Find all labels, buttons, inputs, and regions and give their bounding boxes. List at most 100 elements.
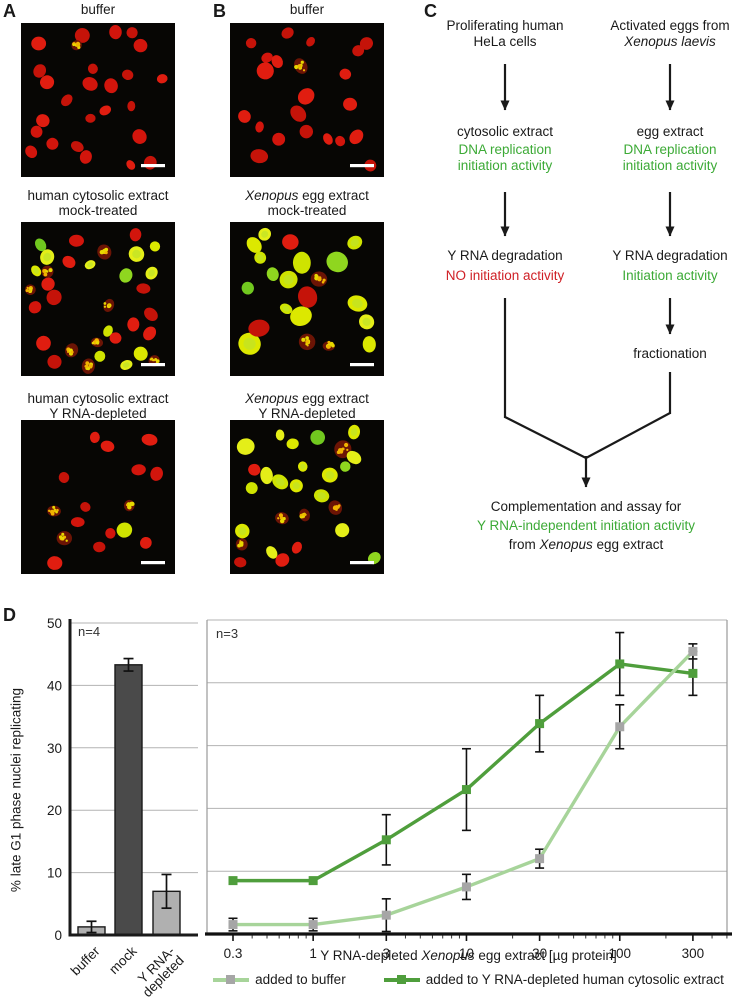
flow-right-extract: egg extract [636, 124, 704, 139]
svg-text:30: 30 [47, 741, 62, 756]
nucleus-green [340, 461, 351, 472]
nucleus-red [248, 463, 261, 476]
series-marker [688, 668, 698, 678]
x-tick-label: 10 [459, 946, 474, 961]
nucleus-red [93, 541, 106, 553]
nucleus-red [255, 121, 264, 133]
panel-b-letter: B [213, 1, 226, 21]
series-marker [308, 920, 318, 930]
nucleus-red [272, 132, 286, 146]
flow-right-source-line2: Xenopus laevis [624, 34, 716, 49]
scale-bar [350, 363, 374, 367]
series-marker [688, 646, 698, 656]
legend-item-depleted-extract: added to Y RNA-depleted human cytosolic … [383, 972, 724, 987]
legend-label-depleted-extract: added to Y RNA-depleted human cytosolic … [425, 972, 724, 987]
nucleus-yellow [236, 438, 255, 455]
series-marker [308, 876, 318, 886]
nucleus-yellow [103, 325, 113, 337]
bar-category-label: mock [106, 943, 140, 977]
series-marker [381, 910, 391, 920]
nucleus-red [129, 228, 142, 242]
micrograph-title: buffer [289, 2, 325, 17]
micrograph-image [230, 222, 384, 376]
series-marker [461, 882, 471, 892]
nucleus-red [343, 97, 358, 111]
nucleus-yellow [362, 336, 376, 353]
nucleus-red [74, 28, 90, 43]
nucleus-red [339, 68, 352, 80]
nucleus-red [141, 433, 158, 446]
nucleus-red [25, 145, 38, 159]
x-tick-label: 30 [532, 946, 547, 961]
scale-bar [350, 561, 374, 565]
nucleus-red [275, 553, 290, 567]
nucleus-red [33, 64, 47, 78]
chart-legend: added to buffer added to Y RNA-depleted … [205, 972, 732, 987]
nucleus-yellow [260, 466, 273, 485]
flow-left-source-line2: HeLa cells [473, 34, 537, 49]
nucleus-red [122, 69, 134, 80]
legend-dark-green-line-icon [383, 974, 420, 985]
nucleus-red [79, 150, 92, 164]
legend-label-buffer: added to buffer [255, 972, 346, 987]
nucleus-yellow [266, 546, 278, 559]
nucleus-green [241, 281, 254, 295]
nucleus-yellow [290, 306, 312, 326]
nucleus-red [28, 301, 42, 314]
nucleus-red [47, 354, 62, 369]
flow-left-activity-line1: DNA replication [458, 142, 552, 157]
flow-right-activity-line2: initiation activity [622, 158, 718, 173]
nucleus-red [352, 45, 365, 57]
flow-right-activity-line1: DNA replication [623, 142, 717, 157]
flow-left-no-activity: NO initiation activity [445, 268, 565, 283]
x-tick-label: 1 [309, 946, 317, 961]
micrograph-title: human cytosolic extract mock-treated [27, 188, 169, 218]
x-tick-label: 300 [682, 946, 705, 961]
bar-category-label: buffer [68, 943, 103, 978]
nucleus-yellow [94, 350, 106, 362]
scale-bar [350, 164, 374, 168]
nucleus-red [109, 25, 122, 40]
nucleus-red [238, 110, 251, 123]
svg-text:0: 0 [54, 928, 62, 943]
nucleus-yellow [149, 241, 161, 252]
panel-c-letter: C [424, 1, 437, 21]
nucleus-red [30, 125, 43, 138]
nucleus-red [46, 289, 62, 306]
nucleus-red [104, 78, 118, 94]
flow-left-source-line1: Proliferating human [446, 18, 564, 33]
flow-left-degradation: Y RNA degradation [447, 248, 563, 263]
nucleus-red [245, 38, 257, 49]
nucleus-red [127, 317, 140, 332]
nucleus-red [36, 114, 50, 128]
nucleus-red [41, 277, 55, 291]
flow-right-source-line1: Activated eggs from [610, 18, 730, 33]
series-marker [615, 659, 625, 669]
nucleus-red [133, 38, 148, 53]
svg-text:50: 50 [47, 616, 62, 631]
series-marker [615, 722, 625, 732]
nucleus-green [266, 267, 279, 282]
nucleus-red [62, 255, 76, 269]
scale-bar [141, 363, 165, 367]
nucleus-green [119, 268, 133, 283]
series-marker [535, 854, 545, 864]
flow-right-activity: Initiation activity [622, 268, 718, 283]
scale-bar [141, 561, 165, 565]
panel-a-letter: A [3, 1, 16, 21]
nucleus-red [132, 129, 147, 144]
flow-fractionation: fractionation [633, 346, 707, 361]
nucleus-red [100, 440, 115, 452]
nucleus-red [291, 541, 302, 554]
nucleus-yellow [292, 251, 311, 274]
nucleus-red [150, 466, 163, 481]
bar-1 [114, 664, 143, 936]
micrograph-image [21, 420, 175, 574]
nucleus-red [69, 234, 84, 247]
flow-final-line3: from Xenopus egg extract [508, 537, 664, 552]
legend-item-buffer: added to buffer [213, 972, 346, 987]
bar-chart-n-annotation: n=4 [78, 624, 101, 639]
nucleus-red [82, 77, 98, 91]
